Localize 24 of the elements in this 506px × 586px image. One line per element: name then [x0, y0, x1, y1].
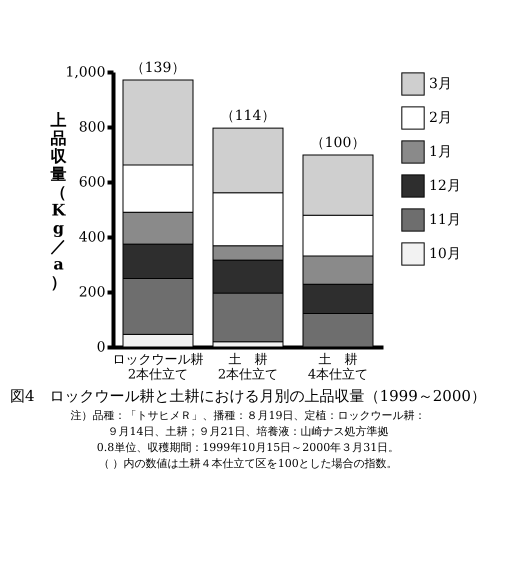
x-tick-label: 土 耕 4本仕立て [308, 352, 368, 382]
annotation: （139） [130, 60, 186, 76]
legend-label: 2月 [429, 110, 452, 126]
y-tick-label: 600 [78, 174, 106, 190]
legend-label: 1月 [429, 144, 452, 160]
annotation: （100） [310, 135, 366, 152]
text: ９月14日、土耕；９月21日、培養液：山崎ナス処方準拠 [108, 425, 388, 438]
text: 0.8単位、収穫期間：1999年10月15日～2000年３月31日。 [96, 441, 400, 454]
text: 図4 ロックウール耕と土耕における月別の上品収量（1999～2000） [10, 387, 486, 405]
x-tick-label: 土 耕 2本仕立て [218, 352, 278, 382]
legend-label: 11月 [429, 212, 461, 228]
y-tick-label: 200 [78, 284, 106, 300]
y-tick-label: 0 [96, 340, 106, 356]
text: 上品収量（Kg／a） [50, 110, 66, 292]
y-tick-label: 800 [78, 120, 106, 136]
legend-label: 10月 [429, 246, 461, 262]
legend-label: 12月 [429, 178, 461, 194]
y-tick-label: 400 [78, 230, 106, 246]
y-tick-label: 1,000 [65, 64, 106, 80]
annotation: （114） [220, 108, 276, 124]
text: （ ）内の数値は土耕４本仕立て区を100とした場合の指数。 [98, 457, 398, 470]
legend-label: 3月 [429, 76, 452, 92]
text: 注）品種：「トサヒメＲ」、播種：８月19日、定植：ロックウール耕： [70, 409, 426, 422]
x-tick-label: ロックウール耕 2本仕立て [112, 352, 204, 382]
